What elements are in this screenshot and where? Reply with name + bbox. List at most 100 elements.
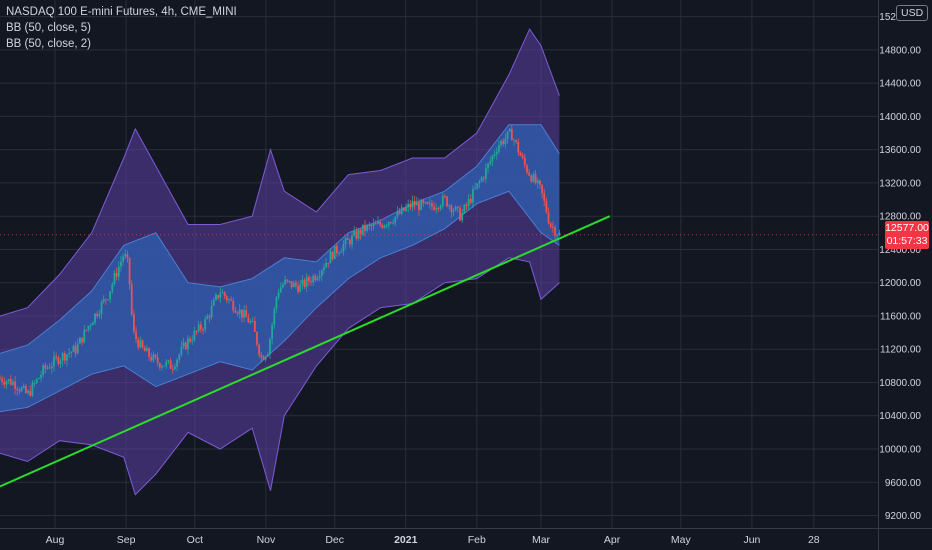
candle-body bbox=[387, 222, 390, 226]
candle-body bbox=[156, 357, 159, 364]
candle-body bbox=[333, 245, 336, 260]
candle-body bbox=[336, 245, 338, 254]
candle-body bbox=[320, 270, 323, 276]
candle-body bbox=[94, 313, 96, 323]
candle-body bbox=[420, 200, 423, 211]
inner-band-fill bbox=[0, 124, 560, 412]
candle-body bbox=[493, 154, 496, 156]
candle-body bbox=[374, 223, 377, 225]
currency-badge[interactable]: USD bbox=[896, 5, 929, 21]
candle-body bbox=[249, 321, 252, 323]
price-tick-label: 10000.00 bbox=[879, 445, 921, 456]
candle-body bbox=[476, 183, 479, 189]
candle-body bbox=[366, 224, 369, 231]
candle-body bbox=[467, 198, 470, 206]
candle-body bbox=[219, 293, 222, 299]
candle-body bbox=[422, 200, 425, 204]
time-tick-label: Mar bbox=[532, 534, 551, 546]
candle-body bbox=[472, 189, 474, 203]
time-tick-label: Feb bbox=[468, 534, 486, 546]
price-tick-label: 12800.00 bbox=[879, 212, 921, 223]
candle-body bbox=[400, 207, 403, 214]
price-tick-label: 12000.00 bbox=[879, 278, 921, 289]
candle-body bbox=[480, 177, 483, 182]
candle-body bbox=[221, 292, 224, 294]
candle-body bbox=[126, 254, 129, 258]
candle-body bbox=[91, 322, 94, 326]
candle-body bbox=[135, 331, 137, 339]
candle-body bbox=[418, 202, 420, 211]
candle-body bbox=[482, 177, 485, 179]
candle-body bbox=[238, 309, 241, 314]
last-price-tag: 12577.00 01:57:33 bbox=[885, 221, 929, 249]
candle-body bbox=[1, 378, 4, 382]
candle-body bbox=[253, 320, 256, 332]
candle-body bbox=[307, 277, 310, 282]
candle-body bbox=[113, 273, 116, 285]
candle-body bbox=[551, 226, 554, 228]
candle-body bbox=[29, 390, 32, 396]
candle-body bbox=[297, 285, 299, 292]
price-tick-label: 11200.00 bbox=[880, 345, 921, 356]
candle-body bbox=[251, 320, 254, 322]
candle-body bbox=[55, 356, 58, 358]
candle-body bbox=[299, 284, 302, 292]
candle-body bbox=[20, 387, 23, 392]
candle-body bbox=[72, 345, 75, 352]
bar-countdown: 01:57:33 bbox=[886, 235, 928, 247]
time-tick-label: Apr bbox=[604, 534, 621, 546]
candle-body bbox=[31, 382, 34, 396]
candle-body bbox=[210, 305, 213, 318]
price-tick-label: 14000.00 bbox=[879, 112, 921, 123]
candle-body bbox=[37, 377, 40, 379]
candle-body bbox=[117, 266, 120, 277]
candle-body bbox=[340, 251, 343, 253]
candle-body bbox=[329, 251, 332, 264]
candle-body bbox=[528, 172, 531, 176]
candle-body bbox=[145, 348, 148, 352]
candle-body bbox=[264, 356, 267, 360]
candle-body bbox=[165, 361, 168, 366]
candle-body bbox=[87, 325, 90, 330]
candle-body bbox=[294, 282, 297, 286]
candle-body bbox=[323, 267, 325, 271]
candle-body bbox=[549, 223, 552, 227]
candle-body bbox=[236, 312, 239, 314]
indicator-bb-5[interactable]: BB (50, close, 5) bbox=[6, 22, 92, 34]
candle-body bbox=[184, 342, 187, 350]
time-tick-label: Aug bbox=[46, 534, 65, 546]
candle-body bbox=[279, 287, 282, 293]
candle-body bbox=[346, 238, 349, 240]
candle-body bbox=[452, 210, 455, 213]
candle-body bbox=[130, 284, 133, 315]
price-tick-label: 13200.00 bbox=[879, 178, 921, 189]
candle-body bbox=[197, 324, 200, 332]
candle-body bbox=[517, 142, 520, 153]
candle-body bbox=[368, 224, 371, 226]
candle-body bbox=[461, 212, 464, 221]
price-tick-label: 12400.00 bbox=[879, 245, 921, 256]
candle-body bbox=[83, 329, 86, 343]
candle-body bbox=[407, 203, 410, 208]
candle-body bbox=[372, 223, 375, 227]
candle-body bbox=[212, 299, 215, 306]
candle-body bbox=[107, 299, 109, 301]
candle-body bbox=[115, 273, 118, 277]
candle-body bbox=[215, 295, 217, 300]
candle-body bbox=[357, 229, 360, 239]
symbol-title[interactable]: NASDAQ 100 E-mini Futures, 4h, CME_MINI bbox=[6, 6, 237, 18]
indicator-bb-2[interactable]: BB (50, close, 2) bbox=[6, 38, 92, 50]
price-tick-label: 9200.00 bbox=[885, 511, 922, 522]
candle-body bbox=[536, 180, 539, 184]
candle-body bbox=[128, 257, 131, 285]
candle-body bbox=[377, 221, 379, 224]
candle-body bbox=[63, 353, 66, 361]
candle-body bbox=[513, 140, 515, 142]
candle-body bbox=[556, 235, 559, 237]
price-tick-label: 10800.00 bbox=[879, 378, 921, 389]
candle-body bbox=[167, 360, 170, 362]
candle-body bbox=[68, 353, 71, 355]
chart-legend: NASDAQ 100 E-mini Futures, 4h, CME_MINI … bbox=[6, 4, 237, 52]
